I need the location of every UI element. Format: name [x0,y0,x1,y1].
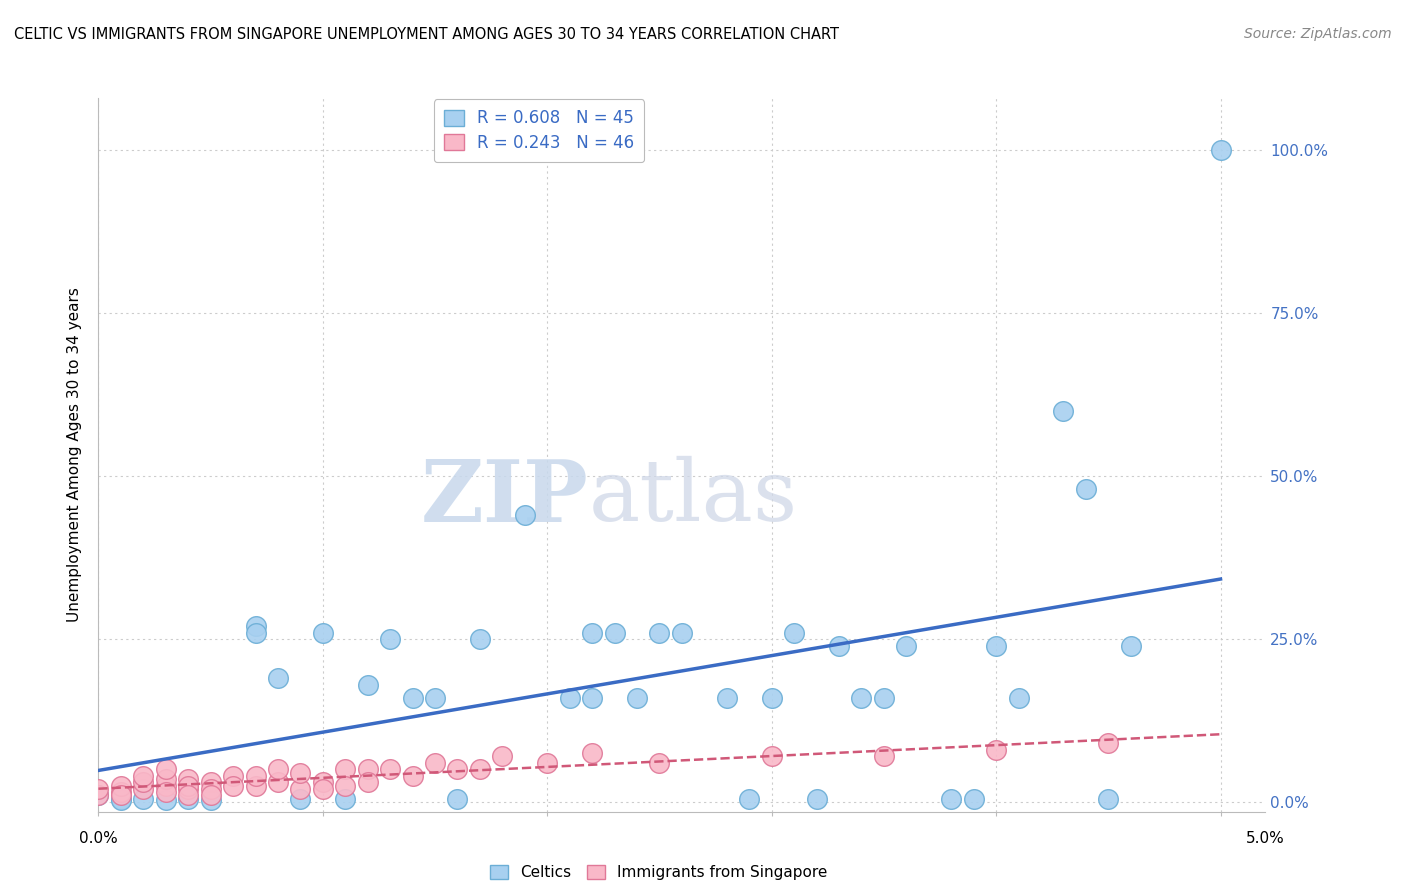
Point [155,785,177,799]
Point [468,763,491,777]
Text: 5.0%: 5.0% [1246,831,1285,846]
Point [513,508,536,523]
Point [335,791,357,805]
Point [110,791,132,805]
Point [626,690,648,705]
Point [267,763,290,777]
Point [312,625,335,640]
Point [110,793,132,807]
Point [245,625,267,640]
Y-axis label: Unemployment Among Ages 30 to 34 years: Unemployment Among Ages 30 to 34 years [67,287,83,623]
Point [132,791,155,805]
Point [581,746,603,760]
Point [671,625,693,640]
Point [873,749,896,764]
Point [761,690,783,705]
Point [110,785,132,799]
Point [110,779,132,793]
Point [1209,143,1232,157]
Point [312,775,335,789]
Point [177,791,200,805]
Legend: Celtics, Immigrants from Singapore: Celtics, Immigrants from Singapore [484,858,834,886]
Point [1052,404,1074,418]
Point [1074,482,1097,496]
Point [132,775,155,789]
Point [87,789,110,803]
Point [132,781,155,796]
Text: 0.0%: 0.0% [79,831,118,846]
Point [468,632,491,646]
Point [267,671,290,685]
Point [401,769,423,783]
Text: ZIP: ZIP [420,456,589,540]
Point [378,763,402,777]
Point [200,781,222,796]
Point [222,769,245,783]
Point [200,775,222,789]
Point [335,763,357,777]
Point [984,743,1007,757]
Point [312,781,335,796]
Point [558,690,581,705]
Point [423,690,446,705]
Point [984,639,1007,653]
Point [716,690,738,705]
Point [245,619,267,633]
Point [962,791,984,805]
Point [401,690,423,705]
Point [335,779,357,793]
Point [648,625,671,640]
Point [87,789,110,803]
Point [155,793,177,807]
Point [896,639,918,653]
Point [873,690,896,705]
Point [1097,736,1119,750]
Point [581,690,603,705]
Point [648,756,671,770]
Point [357,775,380,789]
Point [245,769,267,783]
Point [357,678,380,692]
Point [177,772,200,786]
Point [806,791,828,805]
Point [222,779,245,793]
Point [177,789,200,803]
Point [245,779,267,793]
Text: CELTIC VS IMMIGRANTS FROM SINGAPORE UNEMPLOYMENT AMONG AGES 30 TO 34 YEARS CORRE: CELTIC VS IMMIGRANTS FROM SINGAPORE UNEM… [14,27,839,42]
Point [423,756,446,770]
Point [446,791,468,805]
Point [155,772,177,786]
Point [177,779,200,793]
Point [290,781,312,796]
Point [491,749,513,764]
Point [603,625,626,640]
Point [738,791,761,805]
Point [290,765,312,780]
Point [783,625,806,640]
Point [581,625,603,640]
Point [177,781,200,796]
Point [87,781,110,796]
Point [200,789,222,803]
Point [132,769,155,783]
Point [155,763,177,777]
Point [267,775,290,789]
Text: atlas: atlas [589,456,797,540]
Point [536,756,558,770]
Point [1119,639,1142,653]
Text: Source: ZipAtlas.com: Source: ZipAtlas.com [1244,27,1392,41]
Point [357,763,380,777]
Point [200,793,222,807]
Point [1007,690,1029,705]
Point [378,632,402,646]
Point [110,789,132,803]
Point [828,639,851,653]
Point [851,690,873,705]
Point [1097,791,1119,805]
Point [761,749,783,764]
Point [290,791,312,805]
Point [155,779,177,793]
Point [446,763,468,777]
Point [941,791,963,805]
